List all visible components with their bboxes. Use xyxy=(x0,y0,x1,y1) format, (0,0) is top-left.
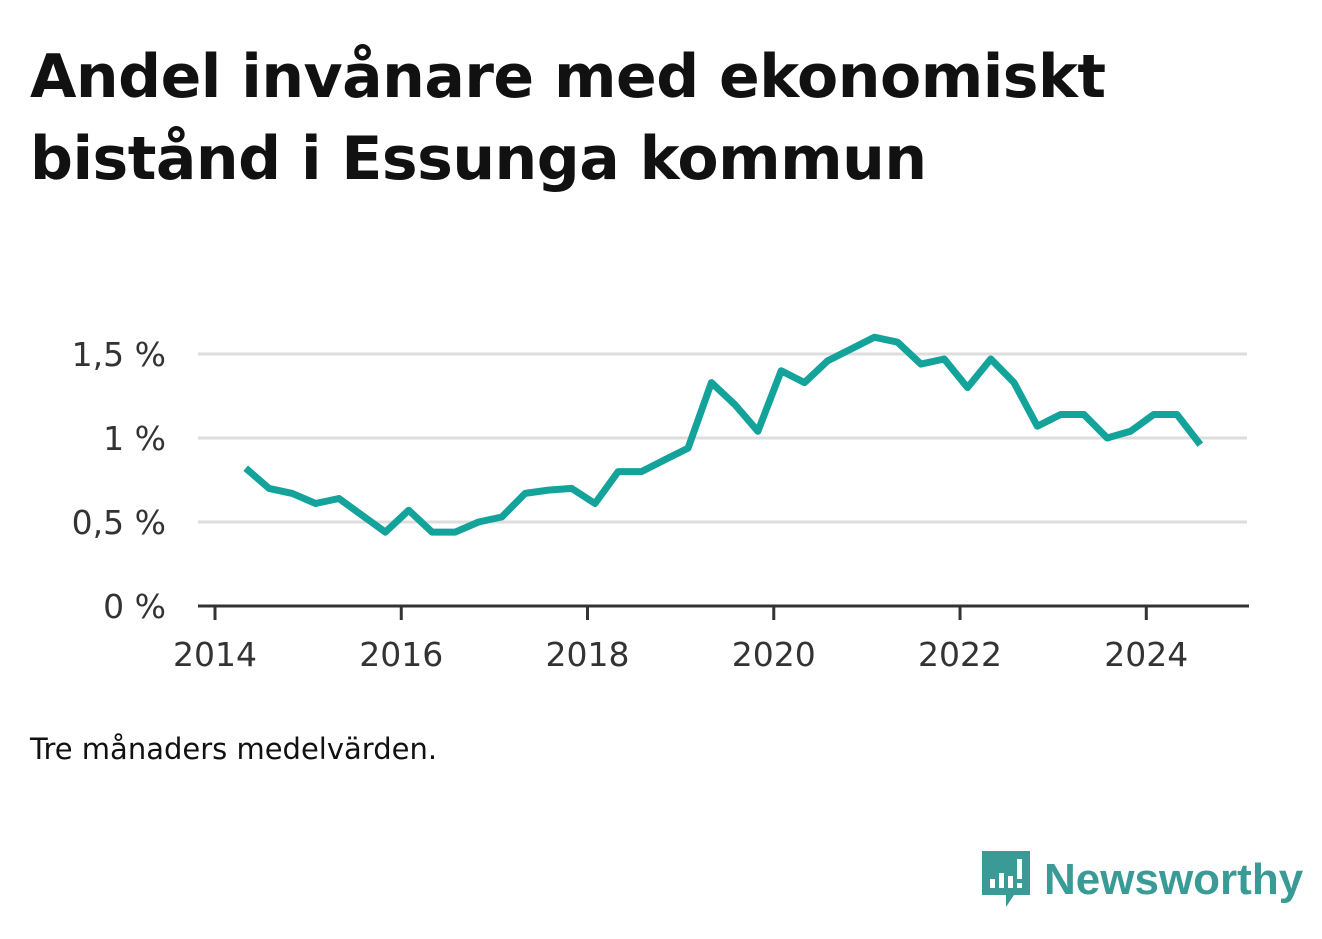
series-line xyxy=(243,333,1204,536)
y-tick-labels: 0 % 0,5 % 1 % 1,5 % xyxy=(72,335,166,626)
brand-logo[interactable]: Newsworthy xyxy=(980,848,1303,912)
x-tick-label: 2014 xyxy=(173,635,257,674)
series-layer xyxy=(243,333,1204,536)
newsworthy-logo-icon xyxy=(982,851,1030,907)
y-tick-label: 1 % xyxy=(103,419,166,458)
grid-lines xyxy=(198,352,1247,524)
y-tick-label: 0,5 % xyxy=(72,503,166,542)
brand-name: Newsworthy xyxy=(1044,855,1304,904)
chart-title: Andel invånare med ekonomiskt bistånd i … xyxy=(30,42,1106,194)
x-tick-label: 2024 xyxy=(1104,635,1188,674)
x-tick-label: 2022 xyxy=(918,635,1002,674)
y-tick-label: 1,5 % xyxy=(72,335,166,374)
x-tick-label: 2018 xyxy=(546,635,630,674)
x-axis xyxy=(198,604,1249,620)
x-tick-labels: 2014 2016 2018 2020 2022 2024 xyxy=(173,635,1188,674)
y-tick-label: 0 % xyxy=(103,587,166,626)
footnote: Tre månaders medelvärden. xyxy=(30,732,438,766)
x-tick-label: 2020 xyxy=(732,635,816,674)
x-tick-label: 2016 xyxy=(359,635,443,674)
